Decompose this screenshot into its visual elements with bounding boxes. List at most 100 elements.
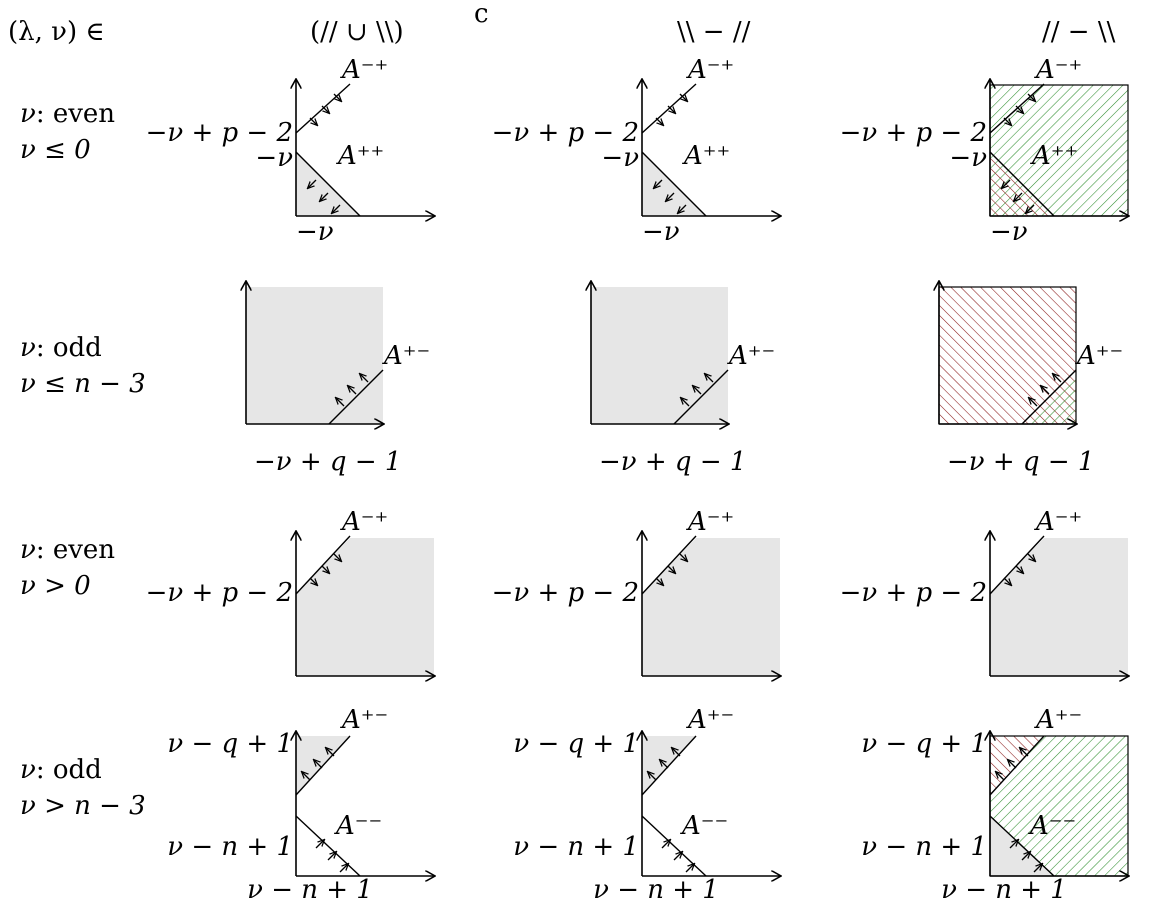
direction-arrow	[648, 772, 657, 781]
panel-row1-col0: A⁺⁻ −ν + q − 1	[246, 282, 430, 477]
direction-arrow	[1033, 864, 1042, 873]
region-label-lower: A⁺⁺	[336, 141, 384, 171]
region-label-upper: A⁻⁺	[686, 507, 734, 537]
direction-arrow	[1014, 192, 1023, 201]
direction-arrow	[693, 386, 702, 395]
panel-row3-col1: A⁺⁻ A⁻⁻ ν − q + 1 ν − n + 1 ν − n + 1	[513, 705, 780, 903]
direction-arrow	[1003, 577, 1011, 585]
direction-arrow	[1026, 204, 1035, 213]
boundary-upper	[641, 735, 697, 796]
x-tick: −ν + q − 1	[947, 447, 1094, 477]
direction-arrow	[314, 760, 323, 769]
region-label-upper: A⁺⁻	[686, 705, 734, 735]
boundary	[1021, 369, 1077, 425]
x-tick: ν − n + 1	[247, 875, 373, 903]
direction-arrow	[1002, 179, 1011, 188]
y-tick-upper: −ν + p − 2	[492, 118, 639, 148]
boundary-upper	[295, 735, 351, 796]
panel-row3-col0: A⁺⁻ A⁻⁻ ν − q + 1 ν − n + 1 ν − n + 1	[167, 705, 434, 903]
x-tick: −ν + q − 1	[599, 447, 746, 477]
region-label-lower: A⁺⁺	[1030, 141, 1078, 171]
x-tick: −ν	[296, 217, 334, 247]
panel-row2-col0: A⁻⁺ −ν + p − 2	[146, 507, 434, 676]
region-label: A⁺⁻	[727, 341, 775, 371]
direction-arrow	[336, 398, 345, 407]
y-tick-lower: ν − n + 1	[861, 832, 987, 862]
boundary-upper	[989, 535, 1045, 595]
boundary	[328, 369, 384, 425]
direction-arrow	[685, 864, 694, 873]
direction-arrow	[654, 179, 663, 188]
direction-arrow	[1008, 760, 1017, 769]
y-tick-upper: ν − q + 1	[167, 729, 293, 759]
boundary-upper	[989, 735, 1045, 796]
panel-row0-col0: A⁻⁺A⁺⁺−ν + p − 2−ν−ν	[146, 55, 434, 247]
region-label-upper: A⁻⁺	[1034, 55, 1082, 85]
x-tick: −ν + q − 1	[254, 447, 401, 477]
boundary-upper	[295, 83, 351, 134]
row-0-label-line1: ν: even	[20, 99, 115, 129]
y-tick-upper: −ν + p − 2	[146, 578, 293, 608]
direction-arrow	[321, 105, 329, 113]
boundary-upper	[641, 535, 697, 595]
direction-arrow	[1029, 398, 1038, 407]
direction-arrow	[309, 117, 317, 125]
direction-arrow	[666, 192, 675, 201]
y-tick-lower: ν − n + 1	[513, 832, 639, 862]
direction-arrow	[348, 386, 357, 395]
row-2-label-line1: ν: even	[20, 535, 115, 565]
direction-arrow	[302, 772, 311, 781]
hatched-region-green	[990, 736, 1128, 876]
row-2-label-line2: ν > 0	[20, 571, 91, 601]
direction-arrow	[320, 192, 329, 201]
x-tick: −ν	[642, 217, 680, 247]
direction-arrow	[1015, 105, 1023, 113]
y-tick-lower: −ν	[601, 143, 639, 173]
boundary-lower	[641, 151, 707, 217]
gray-region	[642, 538, 780, 676]
y-tick-upper: −ν + p − 2	[840, 118, 987, 148]
row-0-label-line2: ν ≤ 0	[20, 135, 91, 165]
boundary-lower	[295, 151, 361, 217]
header-row-label: (λ, ν) ∈	[8, 17, 105, 47]
region-label-lower: A⁻⁻	[334, 811, 382, 841]
direction-arrow	[996, 772, 1005, 781]
y-tick-lower: −ν	[255, 143, 293, 173]
direction-arrow	[679, 553, 687, 561]
direction-arrow	[1015, 565, 1023, 573]
y-tick-upper: −ν + p − 2	[492, 578, 639, 608]
header: (λ, ν) ∈ (// ∪ \\) c \\ − // // − \\	[8, 0, 1116, 47]
panel-row0-col1: A⁻⁺A⁺⁺−ν + p − 2−ν−ν	[492, 55, 780, 247]
direction-arrow	[360, 374, 369, 383]
boundary-lower	[989, 151, 1055, 217]
header-column-1: \\ − //	[677, 17, 751, 47]
gray-region	[990, 538, 1128, 676]
region-label-upper: A⁻⁺	[340, 507, 388, 537]
direction-arrow	[667, 565, 675, 573]
direction-arrow	[1041, 386, 1050, 395]
panels: A⁻⁺A⁺⁺−ν + p − 2−ν−νA⁻⁺A⁺⁺−ν + p − 2−ν−ν…	[146, 55, 1128, 903]
direction-arrow	[308, 179, 317, 188]
boundary	[673, 369, 729, 425]
row-1-label-line2: ν ≤ n − 3	[20, 369, 146, 399]
direction-arrow	[1027, 553, 1035, 561]
panel-row1-col2: A⁺⁻ −ν + q − 1	[939, 282, 1123, 477]
x-tick: ν − n + 1	[941, 875, 1067, 903]
header-column-0: (// ∪ \\)	[310, 17, 404, 47]
panel-row2-col1: A⁻⁺ −ν + p − 2	[492, 507, 780, 676]
direction-arrow	[1021, 852, 1030, 861]
direction-arrow	[672, 748, 681, 757]
direction-arrow	[1020, 748, 1029, 757]
direction-arrow	[673, 852, 682, 861]
region-label-lower: A⁺⁺	[682, 141, 730, 171]
direction-arrow	[327, 852, 336, 861]
direction-arrow	[339, 864, 348, 873]
direction-arrow	[315, 840, 324, 849]
direction-arrow	[655, 577, 663, 585]
region-label: A⁺⁻	[382, 341, 430, 371]
header-column-0-superscript: c	[474, 0, 489, 29]
direction-arrow	[332, 204, 341, 213]
direction-arrow	[321, 565, 329, 573]
region-label-upper: A⁻⁺	[1034, 507, 1082, 537]
